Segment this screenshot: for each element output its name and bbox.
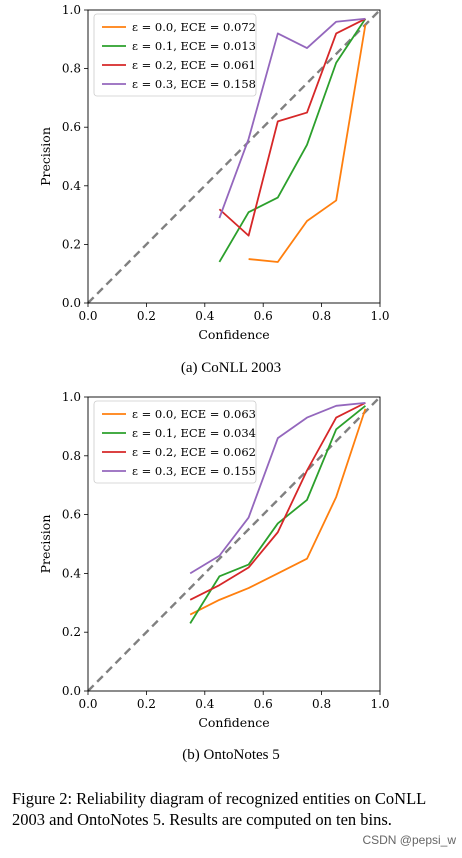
legend-entry-0: ε = 0.0, ECE = 0.063 [132,407,256,421]
y-tick-label: 0.2 [62,625,81,639]
y-tick-label: 0.4 [62,179,81,193]
series-line-2 [218,17,366,237]
y-tick-label: 0.6 [62,120,81,134]
x-tick-label: 0.2 [137,697,156,711]
x-axis-label: Confidence [198,715,269,730]
y-tick-label: 0.0 [62,684,81,698]
x-tick-label: 0.0 [78,309,97,323]
figure-caption: Figure 2: Reliability diagram of recogni… [12,789,426,829]
x-tick-label: 1.0 [370,309,389,323]
y-tick-label: 0.4 [62,566,81,580]
y-tick-label: 0.6 [62,508,81,522]
plot-frame [87,396,381,692]
plot-frame [87,9,381,304]
reference-diagonal [87,396,381,692]
legend-box [93,400,257,484]
x-tick-label: 0.2 [137,309,156,323]
legend-entry-0: ε = 0.0, ECE = 0.072 [132,20,256,34]
y-axis-label: Precision [38,515,53,574]
x-tick-label: 0.6 [254,697,273,711]
subcaption-b: (b) OntoNotes 5 [182,747,280,763]
y-tick-label: 1.0 [62,390,81,404]
x-tick-label: 0.8 [312,309,331,323]
y-tick-label: 0.0 [62,296,81,310]
chart-b: 0.0 0.2 0.4 0.6 0.8 1.0 0.0 0.2 0.4 0.6 0.8 1.0 Conf… [38,390,390,730]
series-line-3 [218,17,366,219]
legend-entry-2: ε = 0.2, ECE = 0.061 [132,58,256,72]
y-tick-label: 1.0 [62,3,81,17]
series-line-1 [218,18,367,263]
x-tick-label: 0.4 [195,309,214,323]
legend-entry-1: ε = 0.1, ECE = 0.013 [132,39,256,53]
legend-entry-2: ε = 0.2, ECE = 0.062 [132,445,256,459]
subcaption-a: (a) CoNLL 2003 [180,360,282,376]
y-tick-label: 0.8 [62,449,81,463]
x-tick-label: 1.0 [370,697,389,711]
legend-entry-1: ε = 0.1, ECE = 0.034 [132,426,256,440]
series-line-0 [248,24,367,263]
chart-a: 0.0 0.2 0.4 0.6 0.8 1.0 0.0 0.2 0.4 0.6 0.8 1.0 Conf… [38,3,390,342]
watermark: CSDN @pepsi_w [362,833,456,847]
legend-entry-3: ε = 0.3, ECE = 0.158 [132,77,256,91]
series-line-1 [189,405,366,624]
legend-box [93,13,257,97]
series-line-0 [189,408,367,616]
series-line-3 [189,401,366,575]
y-tick-label: 0.2 [62,237,81,251]
series-line-2 [189,402,366,601]
x-tick-label: 0.0 [78,697,97,711]
y-axis-label: Precision [38,127,53,186]
y-tick-label: 0.8 [62,62,81,76]
x-tick-label: 0.4 [195,697,214,711]
x-axis-label: Confidence [198,327,269,342]
legend-entry-3: ε = 0.3, ECE = 0.155 [132,464,256,478]
x-tick-label: 0.6 [254,309,273,323]
x-tick-label: 0.8 [312,697,331,711]
reference-diagonal [87,9,381,304]
